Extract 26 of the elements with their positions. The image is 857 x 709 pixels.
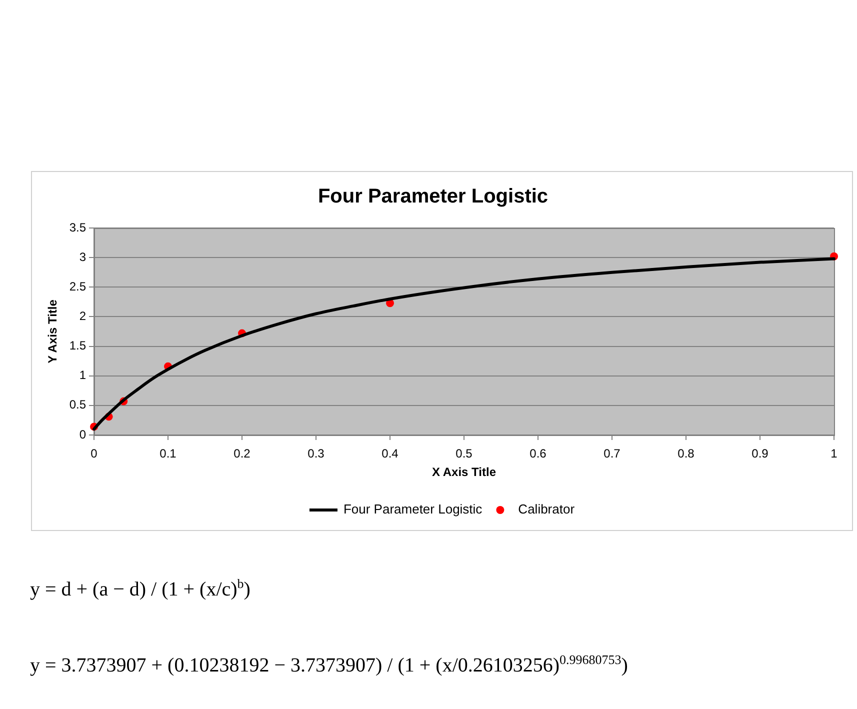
x-tick-label: 0.4 [382,446,399,461]
x-tick-label: 1 [830,446,838,461]
y-tick-label: 0 [79,427,86,442]
x-tick-label: 0.5 [456,446,473,461]
x-axis-title: X Axis Title [432,465,496,480]
y-axis-title: Y Axis Title [46,299,60,364]
x-tick-label: 0.2 [234,446,251,461]
y-tick-label: 0.5 [69,398,86,412]
y-tick-label: 3 [79,250,86,264]
y-tick-label: 1.5 [69,338,86,353]
text: y = d + (a − d) / (1 + (x/c)$^{b}$) [30,576,250,602]
x-tick-label: 0.1 [160,446,177,461]
y-tick-label: 1 [79,368,86,382]
x-tick-label: 0 [90,446,98,461]
chart-title: Four Parameter Logistic [318,186,548,208]
legend-label: Calibrator [518,502,576,517]
legend-label: Four Parameter Logistic [343,502,483,517]
x-tick-label: 0.7 [604,446,621,461]
x-tick-label: 0.9 [752,446,769,461]
y-tick-label: 2.5 [69,279,86,294]
text: y = 3.7373907 + (0.10238192 − 3.7373907) / (1 + (x/0.26103256)$^{0.99680753}$) [30,652,628,678]
x-tick-label: 0.6 [530,446,547,461]
y-tick-label: 3.5 [69,220,86,234]
y-tick-label: 2 [79,309,86,324]
x-tick-label: 0.8 [678,446,695,461]
x-tick-label: 0.3 [308,446,325,461]
